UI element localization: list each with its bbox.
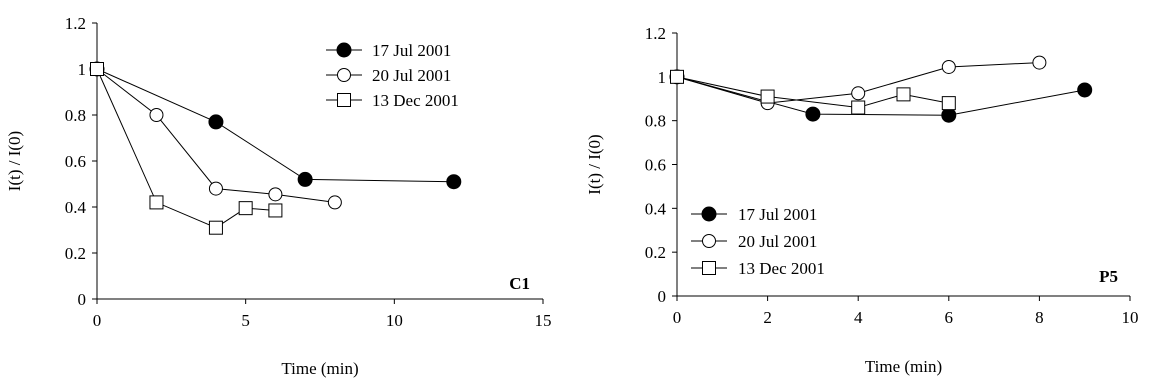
legend-label: 13 Dec 2001 [372, 91, 459, 110]
legend-marker [701, 206, 717, 222]
data-point [670, 69, 684, 84]
x-axis-label: Time (min) [865, 357, 942, 376]
legend-marker [702, 261, 716, 275]
y-tick-label: 0 [78, 290, 87, 309]
data-point [941, 59, 956, 74]
x-tick-label: 15 [535, 311, 552, 330]
legend-label: 17 Jul 2001 [738, 205, 817, 224]
x-tick-label: 2 [763, 308, 772, 327]
legend-label: 20 Jul 2001 [738, 232, 817, 251]
data-point [446, 174, 462, 190]
legend-marker [337, 68, 351, 82]
x-tick-label: 10 [1122, 308, 1139, 327]
y-tick-label: 1.2 [645, 24, 666, 43]
legend-label: 17 Jul 2001 [372, 41, 451, 60]
legend-marker [702, 234, 716, 248]
series-1 [669, 69, 1093, 123]
data-point [1032, 55, 1047, 70]
legend-marker [336, 42, 352, 58]
data-point [238, 201, 253, 216]
data-point [149, 195, 164, 210]
x-tick-label: 8 [1035, 308, 1044, 327]
data-point [851, 100, 866, 115]
chart-panel-p5: 0 0.2 0.4 0.6 0.8 1 1.2 0 2 4 6 8 10 Time (min) I(t) /… [585, 24, 1139, 376]
x-tick-label: 5 [241, 311, 250, 330]
data-point [1077, 82, 1093, 98]
data-point [208, 220, 223, 235]
panel-label: P5 [1099, 267, 1118, 286]
data-point [896, 87, 911, 102]
y-tick-label: 0 [658, 287, 667, 306]
x-tick-label: 6 [945, 308, 954, 327]
series-2 [90, 62, 342, 210]
legend-entry: 13 Dec 2001 [691, 259, 825, 278]
legend-label: 13 Dec 2001 [738, 259, 825, 278]
data-point [208, 114, 224, 130]
y-axis-label: I(t) / I(0) [5, 131, 24, 191]
legend-marker [337, 93, 351, 107]
data-point [851, 86, 866, 101]
y-tick-label: 1 [658, 68, 667, 87]
y-tick-label: 0.6 [645, 156, 666, 175]
legend-entry: 17 Jul 2001 [326, 41, 451, 60]
y-tick-label: 0.6 [65, 152, 86, 171]
x-tick-label: 0 [673, 308, 682, 327]
data-point [297, 171, 313, 187]
y-axis-label: I(t) / I(0) [585, 134, 604, 194]
y-tick-label: 1 [78, 60, 87, 79]
y-tick-label: 1.2 [65, 14, 86, 33]
panel-label: C1 [509, 274, 530, 293]
series-line [96, 68, 454, 183]
chart-panel-c1: 0 0.2 0.4 0.6 0.8 1 1.2 0 5 10 15 Time (min) I(t) / … [5, 14, 552, 378]
data-point [327, 195, 342, 210]
y-tick-label: 0.4 [645, 199, 667, 218]
data-point [90, 62, 104, 76]
data-point [268, 187, 283, 202]
data-point [805, 106, 821, 122]
legend-entry: 17 Jul 2001 [691, 205, 817, 224]
data-point [149, 108, 164, 122]
data-point [760, 89, 775, 104]
x-axis-label: Time (min) [281, 359, 358, 378]
data-point [941, 96, 956, 111]
series-3 [90, 62, 283, 235]
y-tick-label: 0.8 [65, 106, 86, 125]
y-tick-label: 0.4 [65, 198, 87, 217]
legend-entry: 20 Jul 2001 [691, 232, 817, 251]
series-1 [89, 61, 462, 190]
data-point [208, 181, 223, 196]
data-point [941, 107, 957, 123]
series-line [676, 76, 1085, 116]
y-tick-label: 0.2 [645, 243, 666, 262]
y-tick-label: 0.8 [645, 112, 666, 131]
data-point [268, 203, 283, 218]
legend-entry: 13 Dec 2001 [326, 91, 459, 110]
x-tick-label: 4 [854, 308, 863, 327]
x-tick-label: 0 [93, 311, 102, 330]
x-tick-label: 10 [386, 311, 403, 330]
legend-label: 20 Jul 2001 [372, 66, 451, 85]
series-3 [670, 69, 956, 115]
y-tick-label: 0.2 [65, 244, 86, 263]
legend-entry: 20 Jul 2001 [326, 66, 451, 85]
